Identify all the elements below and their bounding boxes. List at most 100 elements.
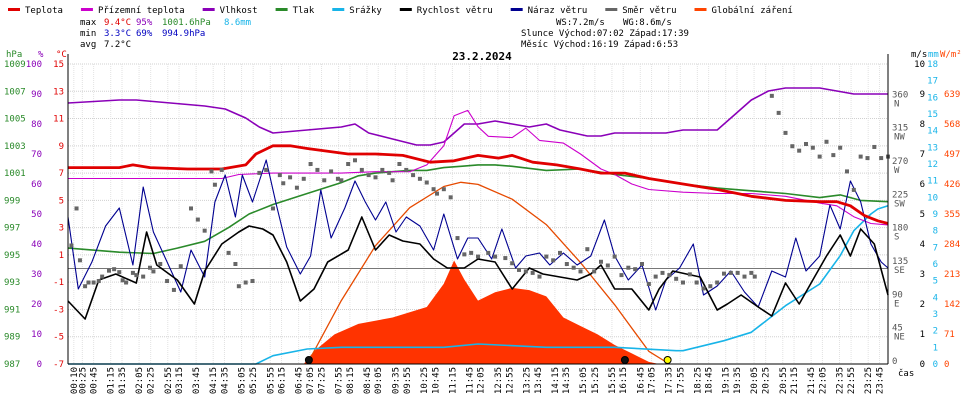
legend-entry: Teplota (25, 6, 63, 16)
wind-dir-point (243, 280, 248, 285)
wind-tick: 10 (914, 60, 925, 70)
direction-tick: 180 (892, 224, 908, 234)
wind-dir-point (462, 252, 467, 257)
temp-tick: 15 (53, 60, 64, 70)
wind-dir-point (824, 139, 829, 144)
radiation-area (303, 260, 660, 364)
legend-entry: Směr větru (622, 6, 676, 16)
wind-dir-point (404, 167, 409, 172)
direction-tick: 135 (892, 257, 908, 267)
pressure-tick: 993 (4, 278, 20, 288)
pressure-tick: 1003 (4, 142, 26, 152)
wg-value: WG:8.6m/s (623, 18, 672, 28)
humidity-tick: 60 (31, 180, 42, 190)
wind-dir-point (646, 282, 651, 286)
humidity-tick: 70 (31, 150, 42, 160)
x-tick-label: 05:55 (266, 367, 276, 394)
pressure-tick: 989 (4, 333, 20, 343)
wind-dir-point (171, 287, 176, 292)
x-tick-label: 19:35 (733, 367, 743, 394)
wind-dir-point (752, 274, 757, 279)
wind-dir-point (112, 267, 117, 272)
pressure-line (67, 164, 889, 255)
wind-dir-point (493, 254, 498, 259)
wind-dir-point (865, 156, 870, 161)
wind-gust-line (67, 159, 889, 311)
stat-value: 3.3°C (104, 29, 131, 39)
wind-dir-point (134, 273, 139, 278)
x-tick-label: 15:05 (579, 367, 589, 394)
rain-tick: 14 (927, 127, 938, 137)
x-tick-label: 15:25 (591, 367, 601, 394)
wind-dir-point (397, 162, 402, 166)
wind-dir-point (441, 187, 446, 192)
wind-dir-point (158, 262, 163, 266)
rain-tick: 12 (927, 160, 938, 170)
wind-dir-point (264, 167, 269, 172)
wind-tick: 6 (920, 180, 925, 190)
wind-dir-point (151, 269, 156, 274)
x-tick-label: 16:15 (619, 367, 629, 394)
radiation-tick: 71 (944, 330, 955, 340)
x-tick-label: 06:45 (295, 367, 305, 394)
x-tick-label: 09:35 (391, 367, 401, 394)
wind-dir-point (619, 273, 624, 278)
x-tick-label: 22:35 (835, 367, 845, 394)
temp-tick: 1 (59, 251, 64, 261)
wind-dir-point (189, 206, 193, 211)
axes-layer: hPa% °C m/s mm W/m²čas1009100710051003100199… (4, 50, 962, 379)
wind-dir-point (226, 250, 231, 255)
x-tick-label: 18:45 (705, 367, 715, 394)
stat-value: 1001.6hPa (162, 18, 211, 28)
rain-tick: 11 (927, 177, 938, 187)
wind-dir-point (653, 274, 658, 279)
wind-dir-point (195, 217, 200, 222)
legend-swatch (399, 8, 412, 11)
x-tick-label: 12:05 (477, 367, 487, 394)
x-tick-label: 00:10 (70, 367, 80, 394)
x-tick-label: 21:15 (790, 367, 800, 394)
wind-dir-point (810, 145, 815, 150)
x-tick-label: 00:45 (90, 367, 100, 394)
pressure-tick: 997 (4, 224, 20, 234)
pressure-tick: 987 (4, 360, 20, 370)
wind-dir-point (178, 264, 183, 269)
wind-dir-point (571, 265, 576, 270)
wind-dir-point (301, 176, 306, 181)
wind-dir-point (380, 167, 385, 172)
radiation-tick: 355 (944, 210, 960, 220)
wind-dir-point (77, 258, 82, 263)
wind-dir-point (455, 236, 460, 241)
humidity-tick: 90 (31, 90, 42, 100)
wind-dir-point (530, 270, 535, 275)
x-tick-label: 08:15 (346, 367, 356, 394)
x-tick-label: 19:15 (722, 367, 732, 394)
wind-dir-point (120, 278, 125, 283)
unit-hpa: hPa (6, 50, 22, 60)
wind-dir-point (578, 269, 583, 274)
moonrise-marker (620, 356, 629, 364)
wind-dir-point (435, 191, 439, 196)
wind-tick: 0 (920, 360, 925, 370)
wind-dir-point (271, 206, 275, 211)
x-tick-label: 23:25 (864, 367, 874, 394)
rain-tick: 0 (933, 360, 938, 370)
wind-dir-point (130, 270, 135, 275)
wind-dir-point (537, 274, 542, 279)
rain-tick: 13 (927, 143, 938, 153)
ws-value: WS:7.2m/s (556, 18, 605, 28)
x-tick-label: 17:55 (676, 367, 686, 394)
wind-dir-point (551, 258, 556, 263)
pressure-tick: 1001 (4, 169, 26, 179)
wind-dir-point (879, 156, 884, 161)
wind-dir-point (346, 162, 351, 166)
wind-dir-point (845, 169, 849, 174)
stat-value: 9.4°C (104, 18, 131, 28)
radiation-tick: 142 (944, 300, 960, 310)
direction-tick: 270 (892, 157, 908, 167)
direction-tick: 45 (892, 324, 903, 334)
legend-entry: Přízemní teplota (98, 6, 185, 16)
direction-name: NE (894, 333, 905, 343)
x-tick-label: 15:55 (608, 367, 618, 394)
